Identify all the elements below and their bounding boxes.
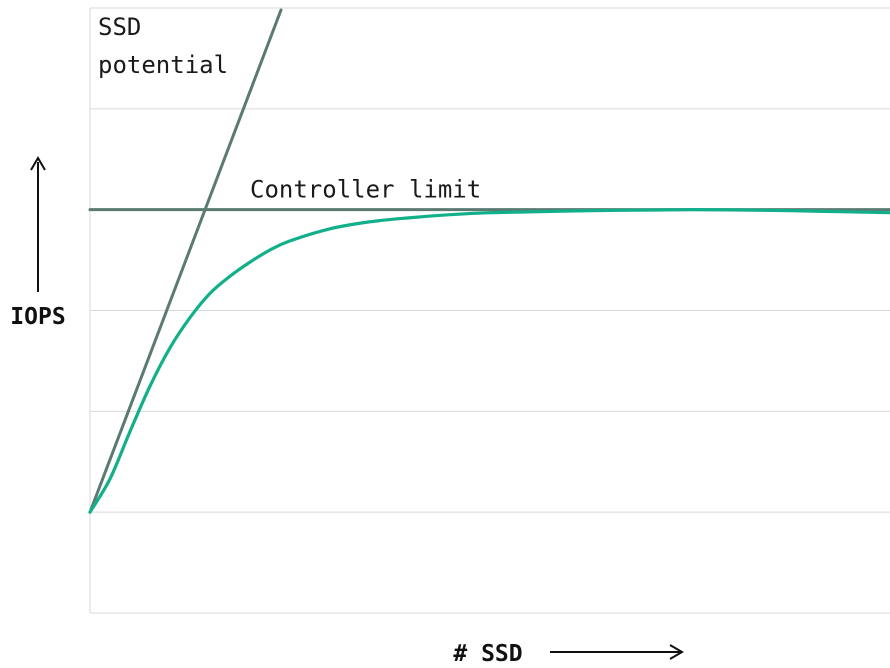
- axis-layer: IOPS # SSD: [10, 156, 684, 667]
- x-axis-arrow-head-icon: [669, 644, 684, 660]
- y-axis-arrow-head-icon: [30, 156, 46, 171]
- grid-layer: [89, 7, 890, 614]
- annotation-layer: SSD potential Controller limit: [98, 13, 481, 203]
- series-layer: [88, 8, 890, 514]
- series-ssd-potential-line: [88, 8, 283, 514]
- annotation-ssd-potential-line1: SSD: [98, 13, 141, 41]
- series-actual-iops-curve: [88, 208, 890, 514]
- y-axis-label: IOPS: [10, 304, 65, 330]
- x-axis-label: # SSD: [453, 641, 522, 667]
- annotation-ssd-potential-line2: potential: [98, 51, 228, 79]
- annotation-controller-limit: Controller limit: [250, 176, 481, 204]
